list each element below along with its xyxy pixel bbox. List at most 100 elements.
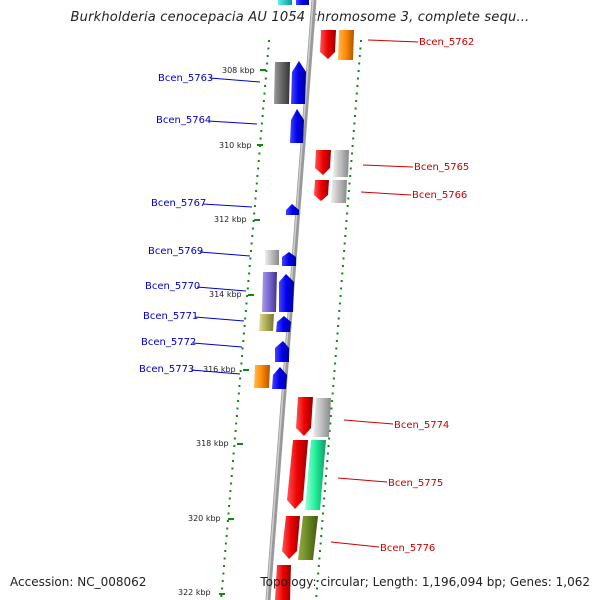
tick-dot bbox=[352, 137, 355, 140]
label-bcen-5766: Bcen_5766 bbox=[412, 190, 467, 201]
tick-dot bbox=[351, 145, 354, 147]
tick-dot bbox=[221, 580, 224, 582]
tick-dot bbox=[252, 220, 255, 222]
tick-dot bbox=[235, 415, 238, 417]
left-gene-labels[interactable]: Bcen_5763 Bcen_5764 Bcen_5767 Bcen_5769 … bbox=[139, 73, 261, 375]
tick-dot bbox=[319, 542, 322, 545]
tick-dot bbox=[325, 467, 328, 470]
tick-dot bbox=[245, 302, 248, 305]
gene-5763-homolog bbox=[274, 62, 290, 104]
tick-dot bbox=[258, 152, 261, 155]
gene-5762-homolog bbox=[338, 30, 354, 60]
tick-dot bbox=[348, 182, 351, 185]
label-bcen-5767: Bcen_5767 bbox=[151, 198, 206, 209]
tick-dot bbox=[338, 302, 341, 305]
tick-dot bbox=[327, 445, 330, 447]
tick-dot bbox=[346, 212, 349, 215]
tick-dot bbox=[236, 407, 239, 410]
tick-dot bbox=[347, 190, 350, 192]
tick-dot bbox=[238, 385, 241, 387]
tick-dot bbox=[337, 317, 340, 320]
tick-dot bbox=[248, 265, 251, 267]
tick-dot bbox=[246, 287, 249, 290]
tick-dot bbox=[265, 70, 268, 72]
tick-dot bbox=[251, 235, 254, 237]
tick-dot bbox=[335, 347, 338, 350]
tick-dot bbox=[244, 317, 247, 320]
tick-dot bbox=[358, 55, 361, 57]
leader-bcen-5767 bbox=[202, 203, 253, 208]
tick-dot bbox=[250, 250, 252, 252]
gene-5774-homolog bbox=[313, 398, 331, 437]
tick-track-right bbox=[315, 40, 362, 597]
tick-dot bbox=[240, 362, 243, 365]
gene-5762 bbox=[320, 30, 336, 59]
tick-dot bbox=[255, 190, 258, 192]
tick-dot bbox=[341, 265, 344, 267]
tick-dot bbox=[224, 550, 227, 552]
gene-5764 bbox=[290, 109, 304, 143]
tick-dot bbox=[246, 295, 249, 297]
tick-dot bbox=[220, 595, 223, 597]
tick-dot bbox=[237, 392, 240, 395]
tick-dot bbox=[326, 460, 329, 462]
tick-dot bbox=[235, 422, 238, 425]
gene-5771-homolog bbox=[259, 314, 274, 331]
reverse-features[interactable] bbox=[275, 30, 354, 600]
leader-bcen-5774 bbox=[343, 419, 394, 425]
label-bcen-5771: Bcen_5771 bbox=[143, 311, 198, 322]
kbp-label-312: 312 kbp bbox=[214, 215, 247, 224]
tick-dot bbox=[353, 122, 356, 125]
tick-dot bbox=[334, 362, 337, 365]
tick-dot bbox=[347, 197, 350, 200]
gene-5765-homolog bbox=[333, 150, 349, 177]
tick-dot bbox=[321, 520, 324, 522]
tick-dot bbox=[356, 85, 359, 87]
map-title: Burkholderia cenocepacia AU 1054 chromos… bbox=[70, 10, 530, 25]
gene-bottom-red bbox=[275, 565, 291, 600]
label-bcen-5775: Bcen_5775 bbox=[388, 478, 443, 489]
tick-dot bbox=[261, 115, 264, 117]
tick-dot bbox=[320, 535, 323, 537]
accession-text: Accession: NC_008062 bbox=[10, 575, 147, 589]
forward-features[interactable] bbox=[254, 0, 309, 389]
leader-bcen-5773 bbox=[190, 369, 241, 375]
right-gene-labels[interactable]: Bcen_5762 Bcen_5765 Bcen_5766 Bcen_5774 … bbox=[330, 37, 474, 554]
tick-dot bbox=[264, 85, 267, 87]
tick-dot bbox=[323, 490, 326, 492]
tick-dot bbox=[330, 407, 333, 410]
tick-dot bbox=[339, 295, 342, 297]
tick-dot bbox=[226, 520, 229, 522]
tick-dot bbox=[332, 377, 335, 380]
tick-dot bbox=[322, 512, 324, 515]
gene-5773 bbox=[272, 367, 287, 389]
tick-dot bbox=[336, 332, 339, 335]
tick-dot bbox=[322, 505, 325, 507]
label-bcen-5772: Bcen_5772 bbox=[141, 337, 196, 348]
label-bcen-5769: Bcen_5769 bbox=[148, 246, 203, 257]
tick-dot bbox=[249, 257, 252, 260]
tick-dot bbox=[324, 482, 327, 485]
tick-dot bbox=[344, 227, 347, 230]
label-bcen-5763: Bcen_5763 bbox=[158, 73, 213, 84]
tick-dot bbox=[262, 107, 265, 110]
tick-dot bbox=[242, 340, 245, 342]
gene-5776-homolog bbox=[298, 516, 318, 560]
leader-bcen-5775 bbox=[337, 477, 388, 483]
tick-dot bbox=[260, 122, 263, 125]
tick-dot bbox=[224, 542, 227, 545]
tick-dot bbox=[318, 557, 321, 560]
kbp-label-314: 314 kbp bbox=[209, 290, 242, 299]
tick-dot bbox=[227, 512, 230, 515]
tick-dot bbox=[234, 430, 237, 432]
leader-bcen-5764 bbox=[207, 120, 258, 125]
tick-dot bbox=[334, 355, 337, 357]
gene-5773-homolog bbox=[254, 365, 270, 388]
tick-dot bbox=[343, 250, 346, 252]
label-bcen-5764: Bcen_5764 bbox=[156, 115, 211, 126]
label-bcen-5765: Bcen_5765 bbox=[414, 162, 469, 173]
leader-bcen-5771 bbox=[194, 316, 245, 322]
tick-dot bbox=[360, 40, 362, 42]
tick-dot bbox=[248, 272, 251, 275]
